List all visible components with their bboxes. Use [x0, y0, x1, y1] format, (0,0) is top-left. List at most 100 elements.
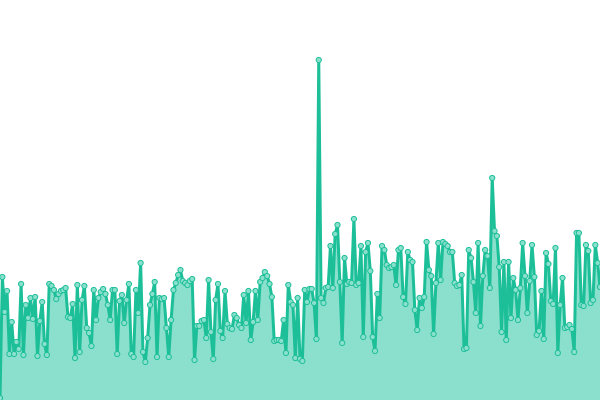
data-point	[111, 286, 118, 294]
data-point	[214, 280, 222, 288]
data-points	[0, 56, 600, 400]
data-point	[95, 294, 102, 302]
data-point	[15, 345, 22, 353]
data-point	[357, 242, 365, 250]
data-point	[0, 394, 4, 400]
data-point	[505, 258, 512, 266]
data-point	[507, 314, 515, 322]
data-point	[329, 284, 336, 292]
data-point	[596, 283, 600, 291]
data-point	[10, 350, 18, 358]
data-point	[289, 301, 297, 309]
data-point	[360, 333, 367, 341]
data-point	[177, 266, 184, 274]
data-point	[514, 316, 522, 324]
data-point	[334, 221, 341, 229]
data-point	[437, 276, 444, 284]
data-point	[432, 279, 440, 287]
data-point	[282, 349, 290, 357]
data-point	[268, 293, 275, 301]
data-point	[400, 293, 407, 301]
data-point	[367, 267, 374, 275]
data-point	[402, 300, 409, 308]
data-point	[397, 244, 404, 252]
data-point	[510, 274, 517, 282]
data-point	[62, 284, 69, 292]
data-point	[482, 246, 489, 254]
data-point	[238, 324, 245, 332]
data-point	[381, 246, 388, 254]
data-point	[50, 286, 58, 294]
data-point	[470, 278, 477, 286]
data-point	[3, 287, 11, 295]
data-point	[170, 286, 177, 294]
data-point	[53, 295, 60, 303]
data-point	[463, 344, 470, 352]
data-point	[233, 314, 240, 322]
data-point	[217, 327, 224, 335]
data-point	[39, 298, 46, 306]
data-point	[205, 276, 212, 284]
data-point	[247, 336, 254, 344]
data-point	[22, 301, 29, 309]
data-point	[535, 327, 543, 335]
data-point	[341, 254, 348, 262]
data-point	[81, 282, 88, 290]
data-point	[528, 241, 536, 249]
data-point	[552, 244, 559, 252]
data-point	[254, 316, 261, 324]
data-point	[484, 252, 491, 260]
data-point	[43, 351, 50, 359]
data-point	[371, 347, 379, 355]
data-point	[355, 279, 362, 287]
data-point	[467, 254, 475, 262]
data-point	[423, 238, 430, 246]
data-point	[545, 260, 552, 268]
data-point	[491, 227, 498, 235]
data-point	[362, 248, 369, 256]
data-point	[430, 330, 437, 338]
data-point	[130, 353, 137, 361]
data-point	[409, 258, 416, 266]
data-point	[78, 296, 86, 304]
data-point	[121, 319, 128, 327]
data-point	[118, 291, 125, 299]
data-point	[479, 272, 486, 280]
data-point	[88, 342, 95, 350]
data-point	[327, 242, 334, 250]
data-point	[0, 273, 6, 281]
data-point	[538, 287, 545, 295]
data-point	[392, 281, 400, 289]
data-point	[36, 317, 43, 325]
data-point	[559, 274, 566, 282]
data-point	[163, 324, 170, 332]
data-point	[34, 352, 41, 360]
data-point	[74, 281, 81, 289]
data-point	[404, 248, 411, 256]
data-point	[458, 271, 465, 279]
data-point	[339, 339, 346, 347]
data-point	[219, 334, 226, 342]
data-point	[221, 287, 229, 295]
data-point	[32, 293, 39, 301]
data-point	[245, 287, 252, 295]
data-point	[264, 272, 271, 280]
data-point	[299, 357, 306, 365]
data-point	[191, 356, 198, 364]
data-point	[376, 314, 383, 322]
data-point	[85, 329, 93, 337]
data-point	[142, 358, 149, 366]
data-point	[475, 239, 482, 247]
data-point	[278, 337, 285, 345]
data-point	[421, 293, 428, 301]
data-point	[369, 333, 376, 341]
data-point	[146, 301, 154, 309]
data-point	[20, 351, 27, 359]
data-point	[310, 299, 318, 307]
data-point	[266, 280, 273, 288]
data-point	[425, 266, 433, 274]
data-point	[149, 290, 156, 298]
data-point	[313, 335, 320, 343]
data-point	[303, 298, 311, 306]
data-point	[308, 285, 315, 293]
